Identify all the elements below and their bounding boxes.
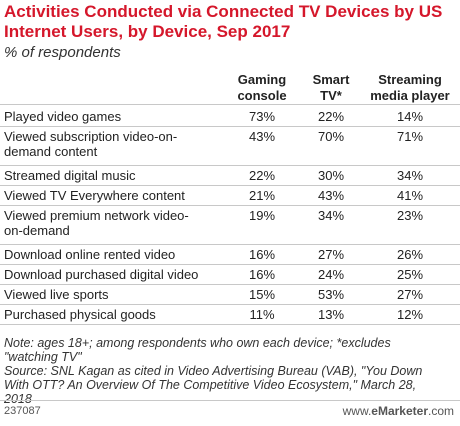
table-cell: 12%	[396, 307, 424, 322]
column-header-streaming-media-player: Streaming media player	[362, 72, 458, 104]
row-divider	[0, 185, 460, 186]
table-cell: 14%	[396, 109, 424, 124]
row-label: Played video games	[4, 109, 224, 124]
row-label-line: Played video games	[4, 109, 122, 124]
footer-divider	[0, 400, 460, 401]
row-label: Download purchased digital video	[4, 267, 224, 282]
table-cell: 71%	[396, 129, 424, 144]
row-divider	[0, 284, 460, 285]
brand-prefix: www.	[342, 404, 372, 418]
table-cell: 22%	[248, 168, 276, 183]
row-divider	[0, 324, 460, 325]
table-cell: 11%	[249, 307, 275, 322]
table-cell: 15%	[248, 287, 276, 302]
row-divider	[0, 205, 460, 206]
table-cell: 34%	[396, 168, 424, 183]
table-cell: 24%	[317, 267, 345, 282]
row-label-line: Download purchased digital video	[4, 267, 199, 282]
note-line: Note: ages 18+; among respondents who ow…	[4, 336, 391, 350]
row-label-line: Viewed subscription video-on-	[4, 129, 178, 144]
table-cell: 43%	[248, 129, 276, 144]
chart-id: 237087	[4, 405, 41, 417]
row-divider	[0, 244, 460, 245]
chart-title: Activities Conducted via Connected TV De…	[4, 2, 443, 41]
row-label: Download online rented video	[4, 247, 224, 262]
table-cell: 70%	[317, 129, 345, 144]
row-label: Viewed TV Everywhere content	[4, 188, 224, 203]
row-label-line: demand content	[4, 144, 98, 159]
column-header-line: Smart	[312, 72, 350, 87]
row-label: Viewed premium network video-on-demand	[4, 208, 224, 238]
table-cell: 73%	[248, 109, 276, 124]
table-cell: 26%	[396, 247, 424, 262]
brand-logo: www.eMarketer.com	[343, 404, 454, 418]
column-header-line: TV*	[320, 88, 342, 103]
table-cell: 41%	[396, 188, 424, 203]
row-label: Purchased physical goods	[4, 307, 224, 322]
table-cell: 23%	[396, 208, 424, 223]
table-cell: 16%	[248, 267, 276, 282]
row-label-line: on-demand	[4, 223, 70, 238]
table-cell: 22%	[317, 109, 345, 124]
source-line: 2018	[4, 392, 32, 406]
row-label-line: Viewed premium network video-	[4, 208, 189, 223]
row-label-line: Download online rented video	[4, 247, 176, 262]
chart-subtitle: % of respondents	[4, 44, 121, 61]
row-label-line: Viewed TV Everywhere content	[4, 188, 185, 203]
table-cell: 13%	[317, 307, 345, 322]
brand-name: eMarketer	[371, 404, 428, 418]
note-line: "watching TV"	[4, 350, 82, 364]
table-cell: 34%	[317, 208, 345, 223]
table-cell: 53%	[317, 287, 345, 302]
table-cell: 25%	[396, 267, 424, 282]
row-label: Viewed subscription video-on-demand cont…	[4, 129, 224, 159]
source-line: Source: SNL Kagan as cited in Video Adve…	[4, 364, 423, 378]
row-label-line: Purchased physical goods	[4, 307, 156, 322]
row-label: Streamed digital music	[4, 168, 224, 183]
row-label-line: Viewed live sports	[4, 287, 109, 302]
table-cell: 19%	[248, 208, 276, 223]
table-cell: 27%	[396, 287, 424, 302]
column-header-smart-tv: Smart TV*	[300, 72, 362, 104]
row-label: Viewed live sports	[4, 287, 224, 302]
row-divider	[0, 126, 460, 127]
table-cell: 30%	[317, 168, 345, 183]
table-cell: 16%	[248, 247, 276, 262]
column-header-gaming-console: Gaming console	[226, 72, 298, 104]
header-divider	[0, 104, 460, 105]
column-header-line: media player	[370, 88, 450, 103]
table-cell: 43%	[317, 188, 345, 203]
row-label-line: Streamed digital music	[4, 168, 136, 183]
row-divider	[0, 165, 460, 166]
notes: Note: ages 18+; among respondents who ow…	[4, 336, 456, 406]
table-cell: 21%	[248, 188, 276, 203]
row-divider	[0, 304, 460, 305]
column-header-line: console	[237, 88, 287, 103]
row-divider	[0, 264, 460, 265]
column-header-line: Streaming	[378, 72, 442, 87]
column-header-line: Gaming	[237, 72, 287, 87]
source-line: With OTT? An Overview Of The Competitive…	[4, 378, 417, 392]
table-cell: 27%	[317, 247, 345, 262]
brand-suffix: .com	[427, 404, 454, 418]
